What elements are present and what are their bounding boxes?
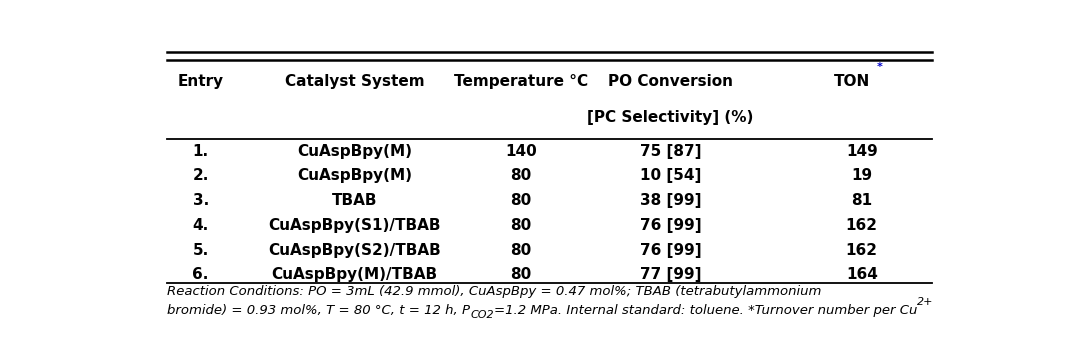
- Text: Reaction Conditions: PO = 3mL (42.9 mmol), CuAspBpy = 0.47 mol%; TBAB (tetrabuty: Reaction Conditions: PO = 3mL (42.9 mmol…: [167, 285, 822, 298]
- Text: =1.2 MPa. Internal standard: toluene. *Turnover number per Cu: =1.2 MPa. Internal standard: toluene. *T…: [494, 304, 917, 317]
- Text: Entry: Entry: [178, 74, 223, 89]
- Text: 164: 164: [846, 267, 878, 282]
- Text: 19: 19: [851, 168, 872, 183]
- Text: 80: 80: [510, 243, 531, 258]
- Text: TBAB: TBAB: [332, 193, 378, 208]
- Text: 4.: 4.: [192, 218, 209, 233]
- Text: CuAspBpy(S2)/TBAB: CuAspBpy(S2)/TBAB: [268, 243, 441, 258]
- Text: [PC Selectivity] (%): [PC Selectivity] (%): [587, 110, 753, 125]
- Text: 80: 80: [510, 267, 531, 282]
- Text: 3.: 3.: [192, 193, 209, 208]
- Text: CuAspBpy(S1)/TBAB: CuAspBpy(S1)/TBAB: [268, 218, 441, 233]
- Text: 80: 80: [510, 218, 531, 233]
- Text: CuAspBpy(M): CuAspBpy(M): [297, 144, 412, 158]
- Text: PO Conversion: PO Conversion: [608, 74, 733, 89]
- Text: 75 [87]: 75 [87]: [640, 144, 702, 158]
- Text: 162: 162: [846, 243, 878, 258]
- Text: 2+: 2+: [917, 298, 934, 307]
- Text: 6.: 6.: [192, 267, 209, 282]
- Text: CuAspBpy(M)/TBAB: CuAspBpy(M)/TBAB: [271, 267, 438, 282]
- Text: 5.: 5.: [192, 243, 209, 258]
- Text: 76 [99]: 76 [99]: [640, 218, 702, 233]
- Text: 77 [99]: 77 [99]: [640, 267, 702, 282]
- Text: *: *: [877, 62, 883, 72]
- Text: 76 [99]: 76 [99]: [640, 243, 702, 258]
- Text: 1.: 1.: [192, 144, 209, 158]
- Text: 2.: 2.: [192, 168, 209, 183]
- Text: 149: 149: [846, 144, 878, 158]
- Text: CO2: CO2: [470, 310, 494, 320]
- Text: TON: TON: [834, 74, 870, 89]
- Text: CuAspBpy(M): CuAspBpy(M): [297, 168, 412, 183]
- Text: 162: 162: [846, 218, 878, 233]
- Text: 80: 80: [510, 168, 531, 183]
- Text: 10 [54]: 10 [54]: [640, 168, 701, 183]
- Text: 81: 81: [851, 193, 872, 208]
- Text: 80: 80: [510, 193, 531, 208]
- Text: 38 [99]: 38 [99]: [640, 193, 702, 208]
- Text: Catalyst System: Catalyst System: [284, 74, 424, 89]
- Text: 140: 140: [505, 144, 536, 158]
- Text: bromide) = 0.93 mol%, T = 80 °C, t = 12 h, P: bromide) = 0.93 mol%, T = 80 °C, t = 12 …: [167, 304, 470, 317]
- Text: Temperature °C: Temperature °C: [454, 74, 588, 89]
